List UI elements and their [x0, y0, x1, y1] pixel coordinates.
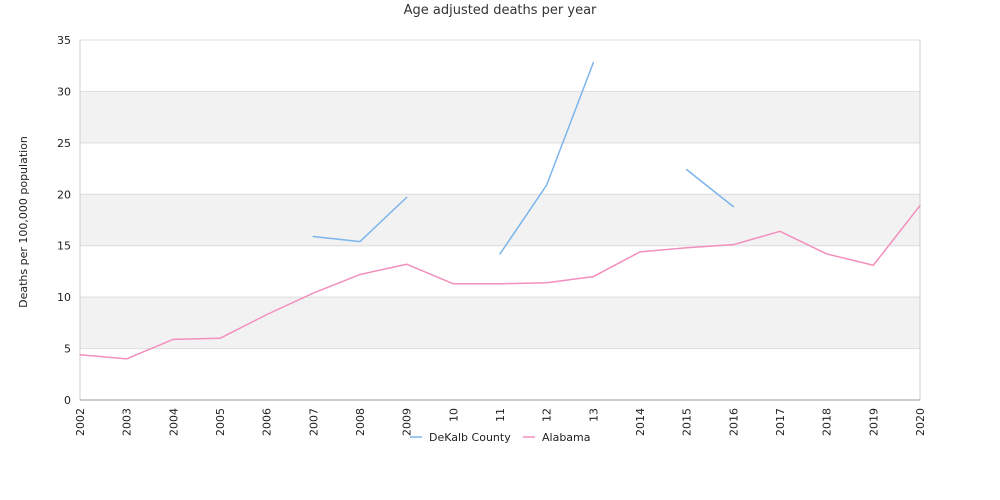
x-tick-label: 2018	[821, 408, 834, 436]
x-tick-label: 2016	[727, 408, 740, 436]
y-tick-labels: 0 5 10 15 20 25 30 35	[57, 34, 71, 407]
y-tick-label: 30	[57, 85, 71, 98]
legend-item-alabama[interactable]: Alabama	[523, 431, 591, 444]
y-axis-label: Deaths per 100,000 population	[17, 136, 30, 308]
x-tick-label: 13	[587, 408, 600, 422]
y-tick-label: 20	[57, 188, 71, 201]
series-line-alabama	[79, 204, 921, 360]
legend-label: DeKalb County	[429, 431, 511, 444]
y-tick-label: 25	[57, 137, 71, 150]
y-tick-label: 0	[64, 394, 71, 407]
axes	[79, 40, 921, 401]
x-tick-label: 2014	[634, 408, 647, 436]
x-tick-label: 2006	[261, 408, 274, 436]
x-tick-label: 2005	[214, 408, 227, 436]
x-tick-label: 11	[494, 408, 507, 422]
series-line-dekalb-county	[685, 168, 735, 208]
x-tick-label: 2004	[167, 408, 180, 436]
y-tick-label: 10	[57, 291, 71, 304]
legend-label: Alabama	[542, 431, 591, 444]
x-tick-label: 2015	[681, 408, 694, 436]
plot-band	[80, 91, 920, 143]
x-tick-labels: 2002 2003 2004 2005 2006 2007 2008 2009 10 11 12 13…	[74, 408, 927, 436]
plot-bands	[80, 40, 920, 400]
series-line-dekalb-county	[312, 196, 408, 243]
series-lines	[79, 61, 921, 360]
chart-title: Age adjusted deaths per year	[403, 3, 597, 18]
x-tick-label: 10	[447, 408, 460, 422]
x-tick-label: 2002	[74, 408, 87, 436]
legend[interactable]: DeKalb County Alabama	[410, 431, 591, 444]
x-tick-label: 2017	[774, 408, 787, 436]
x-tick-label: 2007	[307, 408, 320, 436]
x-tick-label: 2009	[401, 408, 414, 436]
y-tick-label: 15	[57, 240, 71, 253]
y-tick-label: 35	[57, 34, 71, 47]
plot-band	[80, 297, 920, 349]
y-tick-label: 5	[64, 343, 71, 356]
plot-band	[80, 40, 920, 92]
series-line-dekalb-county	[499, 61, 595, 255]
legend-item-dekalb-county[interactable]: DeKalb County	[410, 431, 511, 444]
x-tick-label: 2019	[867, 408, 880, 436]
plot-band	[80, 348, 920, 400]
x-tick-label: 2020	[914, 408, 927, 436]
x-tick-label: 2008	[354, 408, 367, 436]
x-tick-label: 2003	[121, 408, 134, 436]
plot-band	[80, 194, 920, 246]
x-tick-label: 12	[541, 408, 554, 422]
plot-band	[80, 142, 920, 195]
